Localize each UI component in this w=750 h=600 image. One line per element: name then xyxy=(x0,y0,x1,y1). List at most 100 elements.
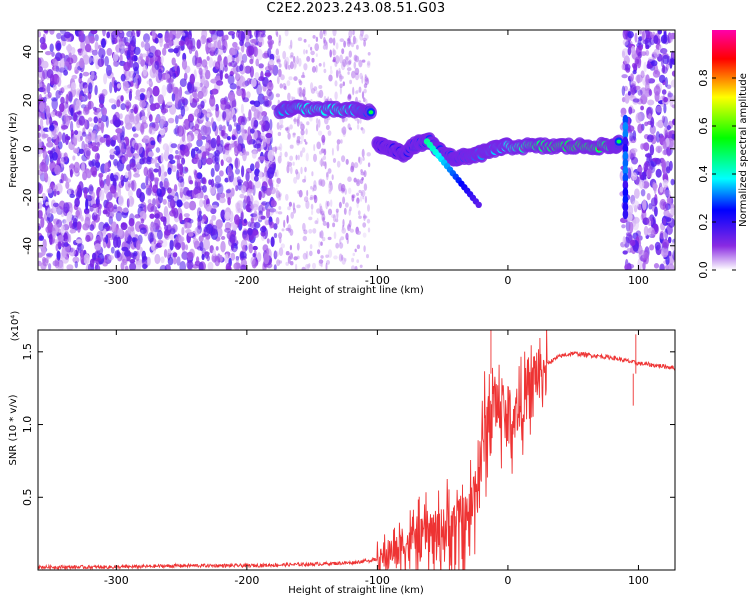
noise-blob xyxy=(94,41,99,52)
noise-blob xyxy=(662,201,669,212)
noise-blob xyxy=(38,183,43,195)
noise-blob xyxy=(362,232,367,238)
noise-blob xyxy=(96,230,104,243)
noise-blob xyxy=(296,55,299,65)
noise-blob xyxy=(305,152,309,162)
noise-blob xyxy=(336,210,339,220)
noise-blob xyxy=(650,229,656,239)
noise-blob xyxy=(105,115,109,128)
noise-blob xyxy=(193,93,198,100)
noise-blob xyxy=(61,255,69,264)
noise-blob xyxy=(363,170,367,178)
noise-blob xyxy=(662,179,668,188)
noise-blob xyxy=(42,133,49,138)
noise-blob xyxy=(156,200,161,206)
y-tick-label: 0 xyxy=(21,145,34,152)
noise-blob xyxy=(279,118,284,126)
noise-blob xyxy=(149,67,157,79)
noise-blob xyxy=(106,47,113,56)
noise-blob xyxy=(621,85,626,97)
noise-blob xyxy=(227,91,236,102)
noise-blob xyxy=(117,187,122,198)
noise-blob xyxy=(126,235,133,245)
noise-blob xyxy=(66,211,73,223)
noise-blob xyxy=(359,195,363,202)
noise-blob xyxy=(285,61,289,70)
noise-blob xyxy=(84,43,92,53)
noise-blob xyxy=(260,115,267,121)
noise-blob xyxy=(232,114,237,123)
noise-blob xyxy=(339,38,345,43)
noise-blob xyxy=(342,59,347,67)
noise-blob xyxy=(141,250,146,261)
noise-blob xyxy=(71,189,75,195)
noise-blob xyxy=(149,94,154,105)
noise-blob xyxy=(190,148,196,159)
noise-blob xyxy=(326,172,329,178)
noise-blob xyxy=(159,37,163,48)
snr-frame xyxy=(37,329,676,571)
noise-blob xyxy=(169,159,176,164)
noise-blob xyxy=(147,198,152,205)
noise-blob xyxy=(288,201,292,207)
noise-blob xyxy=(205,142,210,149)
noise-blob xyxy=(278,247,284,256)
noise-blob xyxy=(668,130,673,138)
noise-blob xyxy=(653,85,661,96)
noise-blob xyxy=(254,161,260,170)
noise-blob xyxy=(199,241,204,252)
signal-edge xyxy=(622,114,629,125)
noise-blob xyxy=(287,224,292,233)
noise-blob xyxy=(120,148,126,153)
noise-blob xyxy=(163,249,168,258)
noise-blob xyxy=(242,147,246,156)
noise-blob xyxy=(339,238,342,245)
noise-blob xyxy=(113,180,118,190)
noise-blob xyxy=(84,35,91,45)
noise-blob xyxy=(184,37,190,46)
noise-blob xyxy=(303,229,308,235)
noise-blob xyxy=(143,33,150,43)
noise-blob xyxy=(288,76,293,81)
noise-blob xyxy=(319,159,324,166)
noise-blob xyxy=(216,143,224,155)
noise-blob xyxy=(334,80,338,87)
noise-blob xyxy=(46,216,51,224)
noise-blob xyxy=(231,135,237,141)
noise-blob xyxy=(216,30,224,37)
noise-blob xyxy=(298,79,302,84)
noise-blob xyxy=(336,143,340,152)
noise-blob xyxy=(104,162,108,174)
noise-blob xyxy=(323,30,326,35)
noise-blob xyxy=(38,93,43,102)
noise-blob xyxy=(667,92,674,98)
noise-blob xyxy=(366,78,369,83)
noise-blob xyxy=(247,126,252,137)
noise-blob xyxy=(295,154,298,161)
noise-blob xyxy=(167,198,174,209)
noise-blob xyxy=(219,170,224,177)
noise-blob xyxy=(318,260,323,267)
noise-blob xyxy=(637,44,644,51)
noise-blob xyxy=(38,57,42,67)
noise-blob xyxy=(71,82,77,90)
noise-blob xyxy=(178,236,185,243)
noise-blob xyxy=(172,239,179,248)
noise-blob xyxy=(220,240,226,253)
noise-blob xyxy=(298,88,302,97)
noise-blob xyxy=(205,203,212,212)
noise-blob xyxy=(278,34,282,43)
noise-blob xyxy=(359,72,363,80)
noise-blob xyxy=(197,158,202,169)
noise-blob xyxy=(161,84,167,97)
noise-blob xyxy=(214,156,219,162)
noise-blob xyxy=(106,31,111,39)
noise-blob xyxy=(139,192,146,203)
noise-blob xyxy=(124,171,129,179)
noise-blob xyxy=(643,61,647,73)
noise-blob xyxy=(115,128,123,134)
noise-blob xyxy=(308,216,313,221)
noise-blob xyxy=(237,135,244,147)
noise-blob xyxy=(122,80,129,92)
noise-blob xyxy=(106,191,113,201)
